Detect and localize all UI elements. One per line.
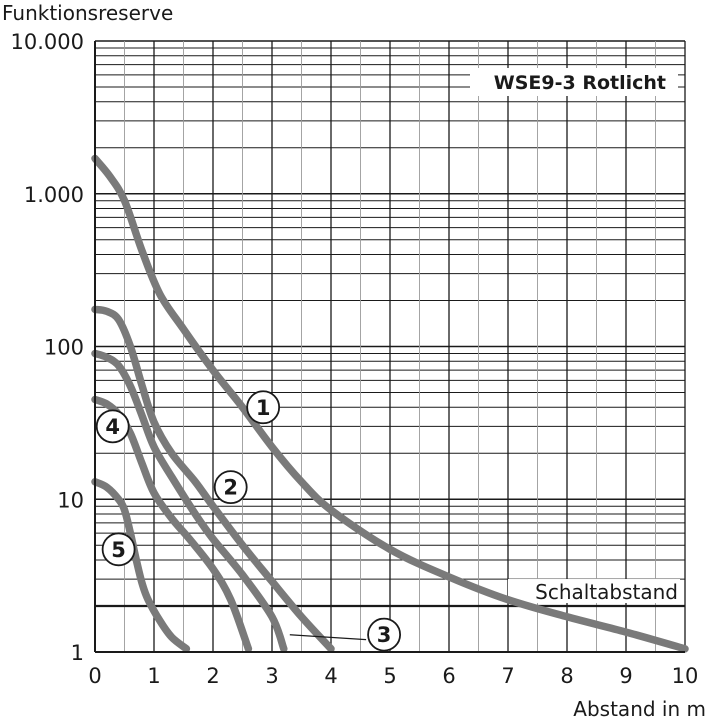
reference-line-group: Schaltabstand	[95, 579, 685, 608]
y-tick-label: 1	[71, 641, 84, 665]
x-tick-label: 8	[560, 664, 573, 688]
y-tick-label: 100	[44, 336, 84, 360]
y-tick-label: 10.000	[11, 30, 84, 54]
chart-title: WSE9-3 Rotlicht	[494, 72, 666, 94]
x-tick-label: 7	[501, 664, 514, 688]
marker-circle-2	[213, 470, 248, 505]
series-line-1	[91, 154, 689, 653]
marker-label-1: 1	[256, 396, 271, 420]
reference-label-bg	[508, 579, 680, 604]
x-tick-label: 1	[147, 664, 160, 688]
chart-title-bg	[470, 68, 678, 96]
x-tick-label: 0	[88, 664, 101, 688]
series-line-2	[91, 305, 335, 653]
marker-circle-1	[246, 390, 281, 425]
grid	[94, 40, 686, 653]
marker-group: 1 2 3 4 5	[95, 390, 402, 652]
reference-label: Schaltabstand	[535, 580, 678, 604]
marker-label-2: 2	[223, 476, 238, 500]
series-line-5	[91, 478, 191, 653]
y-tick-label: 10	[57, 488, 84, 512]
x-tick-label: 2	[206, 664, 219, 688]
marker-label-4: 4	[105, 415, 120, 439]
x-tick-label: 6	[442, 664, 455, 688]
marker-label-5: 5	[111, 538, 126, 562]
marker-circle-3	[367, 617, 402, 652]
title-group: WSE9-3 Rotlicht	[470, 68, 678, 96]
x-tick-label: 4	[324, 664, 337, 688]
x-axis-title: Abstand in m	[573, 697, 706, 720]
x-tick-label: 3	[265, 664, 278, 688]
series-line-3	[91, 349, 288, 653]
marker-leader-line	[289, 634, 367, 641]
y-axis-title: Funktionsreserve	[2, 1, 173, 25]
x-tick-label: 9	[619, 664, 632, 688]
x-tick-label: 5	[383, 664, 396, 688]
x-tick-label: 10	[672, 664, 699, 688]
y-tick-label: 1.000	[24, 183, 84, 207]
marker-circle-4	[95, 409, 130, 444]
marker-label-3: 3	[377, 623, 392, 647]
marker-circle-5	[101, 532, 136, 567]
